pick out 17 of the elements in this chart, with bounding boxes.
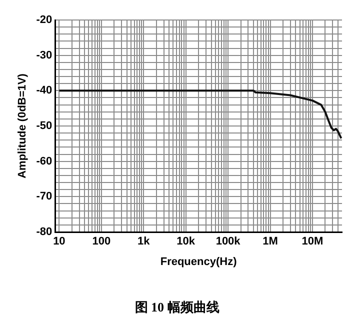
y-tick-label: -20 [36, 14, 52, 26]
y-tick-label: -30 [36, 49, 52, 62]
x-tick-label: 10M [302, 236, 324, 248]
y-tick-label: -80 [36, 226, 52, 238]
x-tick-label: 10 [53, 236, 66, 248]
y-tick-label: -40 [36, 84, 52, 97]
y-tick-label: -60 [36, 155, 52, 168]
y-tick-label: -50 [36, 120, 52, 132]
x-tick-label: 1M [262, 236, 278, 248]
x-axis-title: Frequency(Hz) [160, 256, 238, 268]
x-tick-label: 10k [176, 236, 196, 248]
text: 图 10 幅频曲线 [134, 300, 220, 315]
y-axis-title: Amplitude (0dB=1V) [16, 73, 29, 178]
x-tick-label: 1k [138, 236, 151, 248]
y-tick-label: -70 [36, 190, 52, 203]
x-tick-label: 100 [92, 236, 111, 248]
x-tick-label: 100k [216, 236, 242, 248]
